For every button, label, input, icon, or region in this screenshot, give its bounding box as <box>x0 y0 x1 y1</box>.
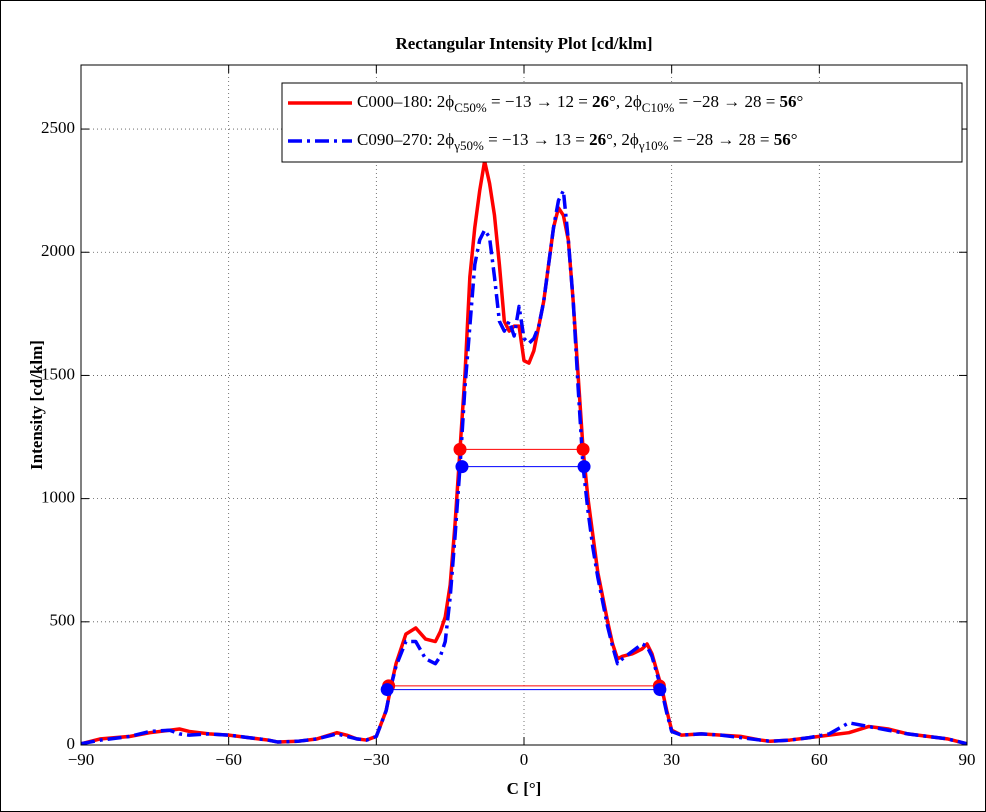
y-tick-label: 2000 <box>41 241 75 260</box>
legend-label-part: = −28 → 28 = <box>668 130 773 149</box>
legend-label-part: γ50% <box>453 138 484 153</box>
legend-label-part: 56 <box>780 92 797 111</box>
legend-label-part: °, 2ϕ <box>609 92 642 111</box>
x-tick-label: 60 <box>811 750 828 769</box>
threshold-marker <box>577 460 591 474</box>
threshold-marker <box>380 683 394 697</box>
legend-label-part: 26 <box>592 92 609 111</box>
threshold-marker <box>653 683 667 697</box>
legend-label-part: 56 <box>774 130 791 149</box>
x-tick-label: −60 <box>215 750 242 769</box>
legend-label-part: = −13 → 12 = <box>487 92 592 111</box>
legend-label: C000–180: 2ϕC50% = −13 → 12 = 26°, 2ϕC10… <box>357 92 803 115</box>
y-tick-label: 2500 <box>41 118 75 137</box>
y-tick-label: 1000 <box>41 488 75 507</box>
legend-label-part: C090–270: 2ϕ <box>357 130 454 149</box>
y-tick-label: 500 <box>50 611 76 630</box>
x-tick-label: −90 <box>68 750 95 769</box>
x-axis-label: C [°] <box>507 779 542 798</box>
series-line <box>80 188 968 746</box>
legend-label-part: = −28 → 28 = <box>674 92 779 111</box>
x-tick-label: 30 <box>663 750 680 769</box>
legend-label-part: = −13 → 13 = <box>484 130 589 149</box>
legend-label-part: °, 2ϕ <box>606 130 639 149</box>
threshold-marker <box>453 442 467 456</box>
y-tick-label: 1500 <box>41 364 75 383</box>
legend-label-part: 26 <box>589 130 606 149</box>
legend-label-part: γ10% <box>638 138 669 153</box>
x-tick-label: −30 <box>363 750 390 769</box>
legend-label-part: ° <box>797 92 804 111</box>
legend-label-part: C50% <box>454 100 487 115</box>
chart-title: Rectangular Intensity Plot [cd/klm] <box>395 34 652 53</box>
x-tick-label: 0 <box>520 750 529 769</box>
legend-box <box>281 82 963 163</box>
threshold-marker <box>455 460 469 474</box>
y-tick-label: 0 <box>67 734 76 753</box>
legend-label: C090–270: 2ϕγ50% = −13 → 13 = 26°, 2ϕγ10… <box>357 130 798 153</box>
y-axis-label: Intensity [cd/klm] <box>27 340 46 470</box>
legend-label-part: C10% <box>642 100 675 115</box>
plot-frame <box>80 64 968 746</box>
threshold-marker <box>576 442 590 456</box>
legend-label-part: ° <box>791 130 798 149</box>
legend-label-part: C000–180: 2ϕ <box>357 92 454 111</box>
x-tick-label: 90 <box>959 750 976 769</box>
